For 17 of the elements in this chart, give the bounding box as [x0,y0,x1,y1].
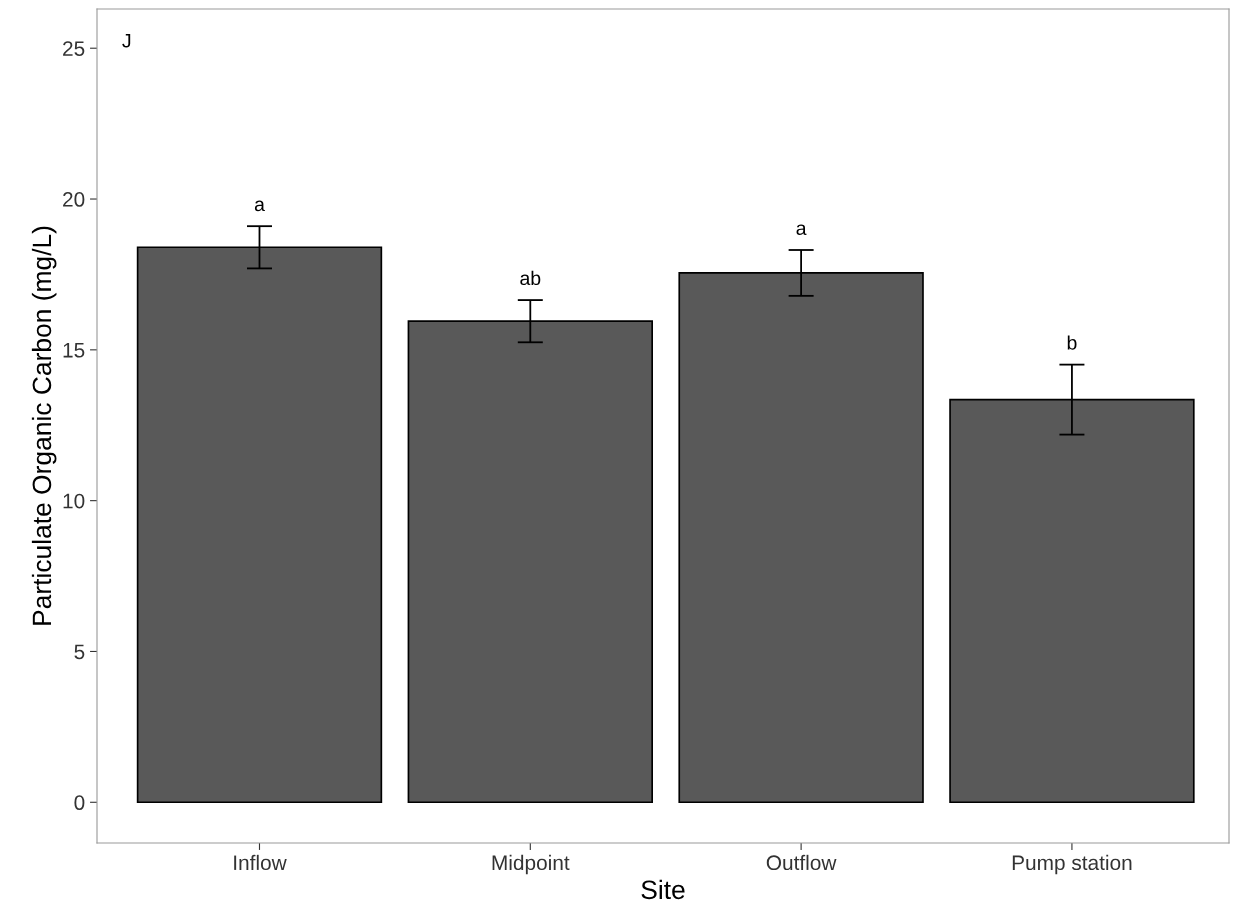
y-tick-label: 25 [63,41,85,56]
x-axis-title: Site [641,879,685,900]
x-tick-label: Midpoint [492,854,570,875]
annotation: a [796,224,807,236]
annotation: b [1067,335,1077,350]
annotation: a [254,200,265,212]
y-tick-label: 15 [63,343,85,358]
x-tick-label: Pump station [1012,854,1132,875]
y-tick-label: 10 [63,493,85,509]
x-tick-label: Inflow [234,854,287,871]
y-tick-label: 20 [63,192,85,207]
y-tick-label: 0 [74,795,85,811]
y-axis-title: Particulate Organic Carbon (mg/L) [31,226,57,625]
y-tick-label: 5 [74,644,85,660]
annotation: ab [520,270,541,286]
x-tick-label: Outflow [766,854,837,871]
annotation: J [122,34,131,48]
